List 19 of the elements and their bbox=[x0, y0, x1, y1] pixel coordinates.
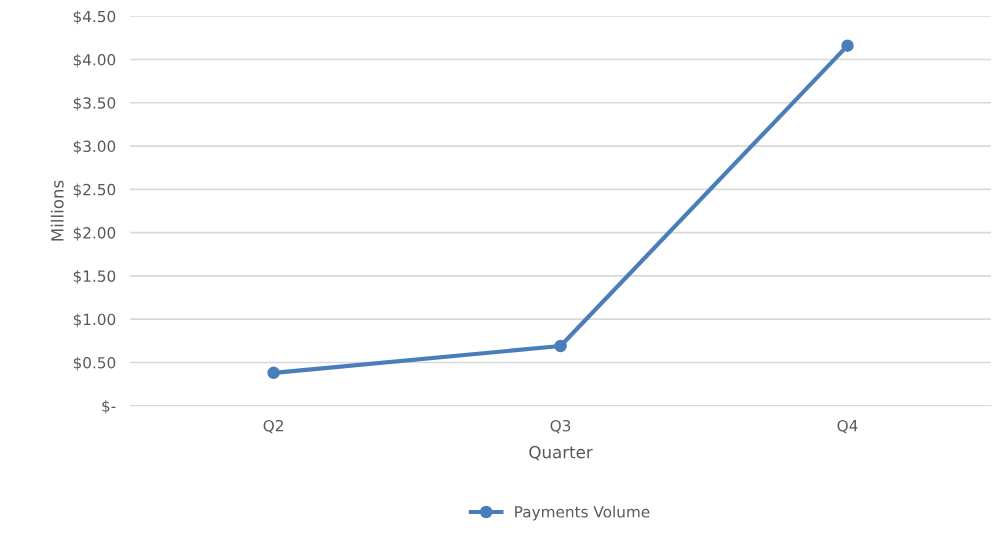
y-tick-label: $2.00 bbox=[73, 226, 116, 241]
y-tick-label: $4.00 bbox=[73, 53, 116, 68]
y-tick-label: $4.50 bbox=[73, 10, 116, 25]
x-tick-label: Q2 bbox=[263, 419, 283, 434]
x-tick-label: Q4 bbox=[837, 419, 858, 434]
point bbox=[554, 339, 567, 353]
point bbox=[841, 39, 854, 52]
y-tick-label: $- bbox=[102, 399, 116, 414]
y-tick-label: $2.50 bbox=[73, 183, 116, 198]
y-tick-label: $3.50 bbox=[73, 96, 116, 111]
x-axis-title: Quarter bbox=[529, 445, 593, 461]
x-tick-label: Q3 bbox=[550, 419, 571, 434]
legend-label: Payments Volume bbox=[515, 505, 650, 521]
point bbox=[267, 366, 280, 380]
y-tick-label: $1.50 bbox=[73, 270, 116, 284]
y-tick-label: $0.50 bbox=[73, 356, 116, 371]
y-tick-label: $3.00 bbox=[73, 140, 116, 155]
y-tick-label: $1.00 bbox=[73, 313, 116, 328]
y-axis-title: Millions bbox=[50, 180, 64, 241]
